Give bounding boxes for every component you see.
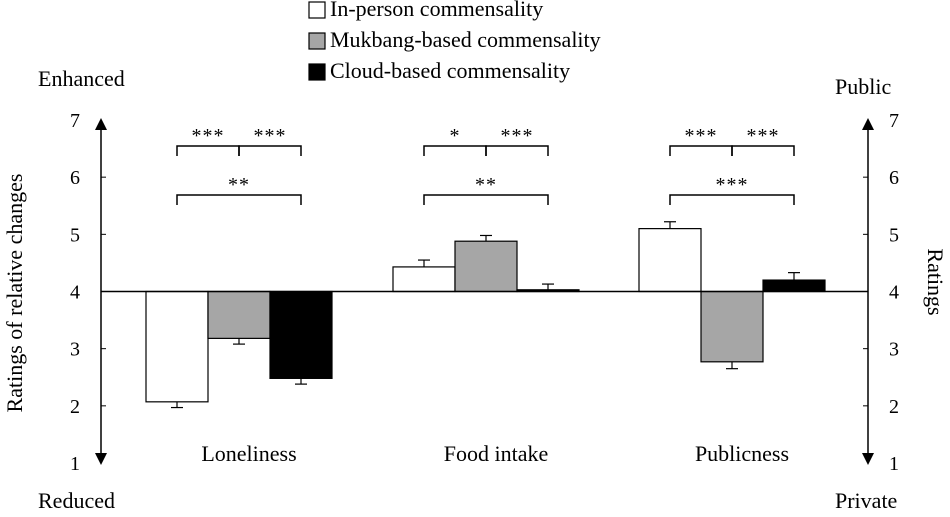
legend-swatch bbox=[308, 1, 326, 19]
y-tick-label-left: 4 bbox=[70, 282, 80, 304]
legend-swatch bbox=[308, 63, 326, 81]
left-axis-down-arrow bbox=[95, 453, 107, 465]
bar bbox=[700, 290, 764, 363]
y-tick-label-right: 3 bbox=[889, 339, 899, 361]
significance-label: *** bbox=[685, 125, 718, 147]
legend-entry: In-person commensality bbox=[330, 0, 543, 21]
bars bbox=[101, 221, 868, 409]
right-axis-up-arrow bbox=[862, 118, 874, 130]
bar bbox=[392, 266, 456, 293]
significance-label: *** bbox=[747, 125, 780, 147]
right-axis-down-arrow bbox=[862, 453, 874, 465]
significance-bracket bbox=[485, 145, 549, 156]
y-tick-label-left: 6 bbox=[70, 167, 80, 189]
significance-label: *** bbox=[501, 125, 534, 147]
bar bbox=[762, 279, 826, 293]
axes: 1 1 2 2 3 3 4 4 5 5 6 6 7 7 bbox=[70, 110, 899, 475]
bar bbox=[454, 240, 518, 293]
legend-entry: Cloud-based commensality bbox=[330, 58, 570, 83]
category-label: Publicness bbox=[695, 441, 789, 466]
reduced-label: Reduced bbox=[38, 488, 115, 513]
category-labels: Loneliness Food intake Publicness bbox=[201, 441, 789, 466]
y-axis-label-left: Ratings of relative changes bbox=[2, 174, 27, 413]
significance-bracket bbox=[423, 145, 487, 156]
significance-bracket bbox=[176, 194, 302, 205]
enhanced-label: Enhanced bbox=[38, 66, 125, 91]
significance-label: *** bbox=[254, 125, 287, 147]
left-axis-up-arrow bbox=[95, 118, 107, 130]
y-tick-label-right: 7 bbox=[889, 110, 899, 132]
y-tick-label-right: 4 bbox=[889, 282, 899, 304]
public-label: Public bbox=[835, 74, 891, 99]
category-label: Food intake bbox=[444, 441, 549, 466]
bar bbox=[269, 290, 333, 379]
category-label: Loneliness bbox=[201, 441, 296, 466]
y-tick-label-right: 6 bbox=[889, 167, 899, 189]
y-tick-label-right: 2 bbox=[889, 396, 899, 418]
significance-label: * bbox=[450, 125, 461, 147]
significance-label: ** bbox=[475, 174, 497, 196]
y-tick-label-left: 2 bbox=[70, 396, 80, 418]
significance-brackets: *** ****** ******** ****** bbox=[176, 125, 795, 205]
significance-label: *** bbox=[716, 174, 749, 196]
y-tick-label-left: 7 bbox=[70, 110, 80, 132]
legend-swatch bbox=[308, 32, 326, 50]
significance-bracket bbox=[669, 194, 795, 205]
y-axis-label-right: Ratings bbox=[923, 248, 948, 315]
significance-bracket bbox=[423, 194, 549, 205]
significance-bracket bbox=[238, 145, 302, 156]
y-tick-label-right: 5 bbox=[889, 224, 899, 246]
bar bbox=[638, 228, 702, 293]
y-tick-label-left: 3 bbox=[70, 339, 80, 361]
bar bbox=[145, 290, 209, 403]
significance-bracket bbox=[731, 145, 795, 156]
private-label: Private bbox=[835, 488, 897, 513]
legend-entry: Mukbang-based commensality bbox=[330, 27, 601, 52]
y-tick-label-left: 5 bbox=[70, 224, 80, 246]
significance-bracket bbox=[669, 145, 733, 156]
significance-bracket bbox=[176, 145, 240, 156]
bar bbox=[207, 290, 271, 339]
significance-label: ** bbox=[228, 174, 250, 196]
y-tick-label-left: 1 bbox=[70, 453, 80, 475]
y-tick-label-right: 1 bbox=[889, 453, 899, 475]
legend: In-person commensality Mukbang-based comm… bbox=[308, 0, 601, 83]
significance-label: *** bbox=[192, 125, 225, 147]
